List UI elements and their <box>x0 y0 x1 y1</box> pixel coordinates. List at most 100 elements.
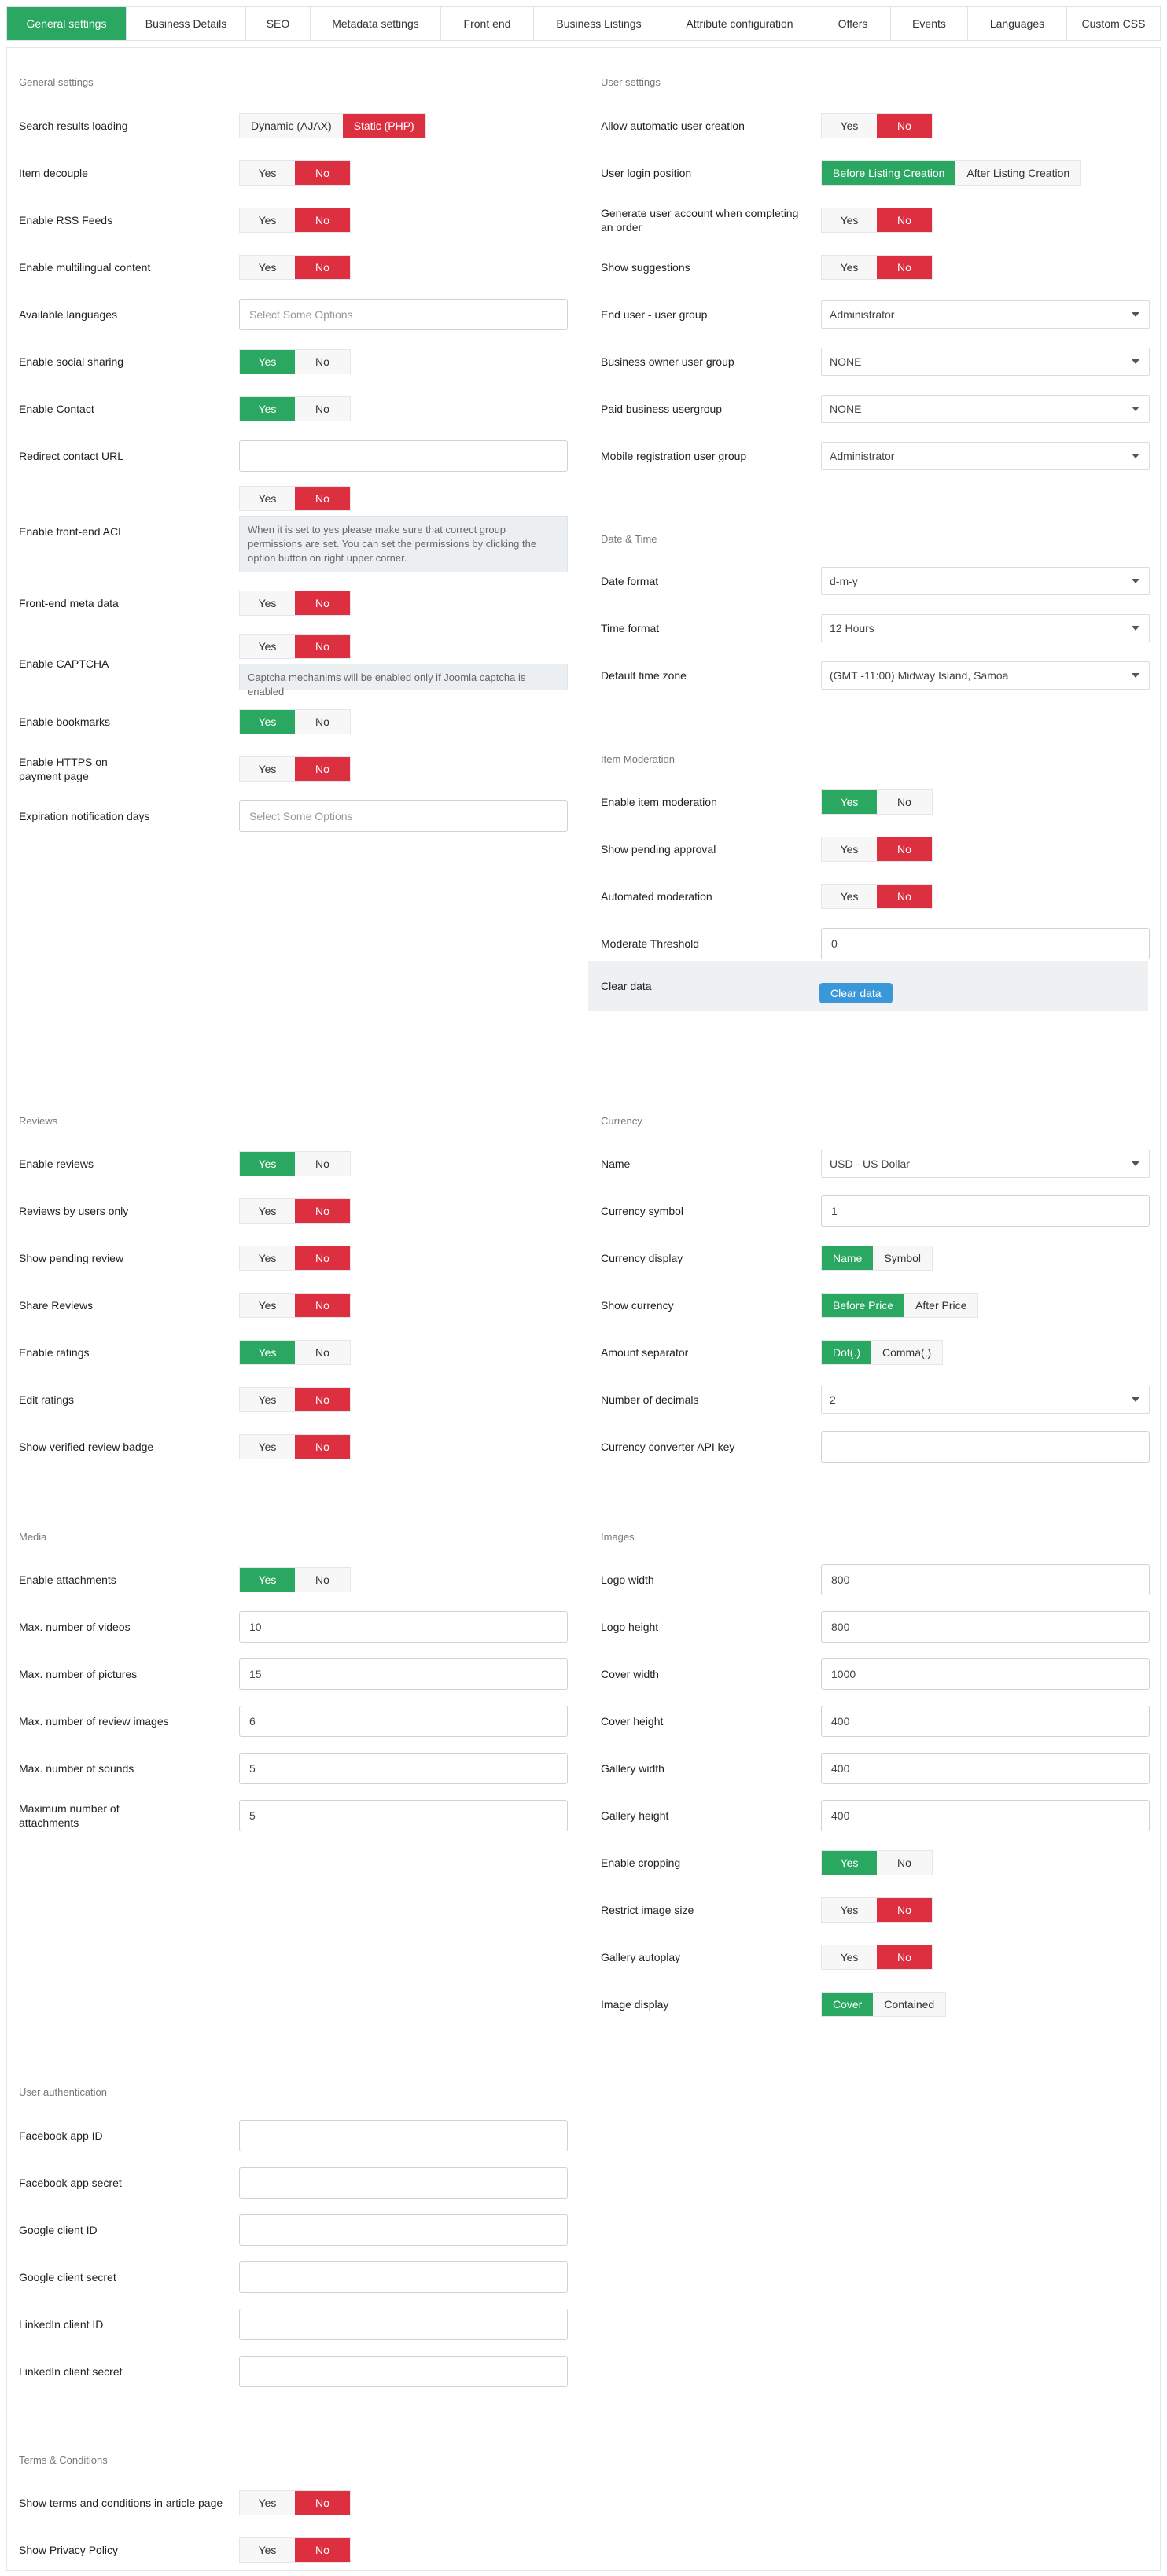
gallery-height-input[interactable]: 400 <box>821 1800 1150 1831</box>
timezone-select[interactable]: (GMT -11:00) Midway Island, Samoa <box>821 661 1150 690</box>
currency-symbol-input[interactable]: 1 <box>821 1195 1150 1227</box>
option-dynamic[interactable]: Dynamic (AJAX) <box>251 120 332 132</box>
tab-events[interactable]: Events <box>891 7 968 40</box>
option-yes[interactable]: Yes <box>258 640 277 653</box>
option-yes[interactable]: Yes <box>258 214 277 226</box>
option-yes[interactable]: Yes <box>822 1851 877 1875</box>
option-yes[interactable]: Yes <box>840 214 859 226</box>
tab-metadata-settings[interactable]: Metadata settings <box>311 7 441 40</box>
option-yes[interactable]: Yes <box>240 1152 295 1176</box>
option-no[interactable]: No <box>877 256 932 279</box>
option-yes[interactable]: Yes <box>258 492 277 505</box>
tab-seo[interactable]: SEO <box>246 7 311 40</box>
redirect-contact-input[interactable] <box>239 440 568 472</box>
option-yes[interactable]: Yes <box>258 1205 277 1217</box>
option-yes[interactable]: Yes <box>240 397 295 421</box>
clear-data-button[interactable]: Clear data <box>819 983 893 1003</box>
option-yes[interactable]: Yes <box>840 890 859 903</box>
option-yes[interactable]: Yes <box>840 120 859 132</box>
option-before-price[interactable]: Before Price <box>822 1294 905 1317</box>
option-no[interactable]: No <box>295 2538 350 2562</box>
option-yes[interactable]: Yes <box>240 710 295 734</box>
cover-height-input[interactable]: 400 <box>821 1706 1150 1737</box>
option-no[interactable]: No <box>295 256 350 279</box>
available-languages-select[interactable]: Select Some Options <box>239 299 568 330</box>
option-yes[interactable]: Yes <box>240 350 295 374</box>
owner-group-select[interactable]: NONE <box>821 348 1150 376</box>
option-no[interactable]: No <box>877 208 932 232</box>
max-pictures-input[interactable]: 15 <box>239 1658 568 1690</box>
number-decimals-select[interactable]: 2 <box>821 1386 1150 1414</box>
tab-front-end[interactable]: Front end <box>441 7 534 40</box>
option-yes[interactable]: Yes <box>258 167 277 179</box>
option-yes[interactable]: Yes <box>840 261 859 274</box>
option-yes[interactable]: Yes <box>258 2497 277 2509</box>
option-no[interactable]: No <box>315 1157 329 1170</box>
option-no[interactable]: No <box>877 885 932 908</box>
tab-languages[interactable]: Languages <box>968 7 1067 40</box>
option-yes[interactable]: Yes <box>258 261 277 274</box>
option-yes[interactable]: Yes <box>258 1252 277 1264</box>
option-no[interactable]: No <box>315 1346 329 1359</box>
option-yes[interactable]: Yes <box>840 1951 859 1963</box>
option-no[interactable]: No <box>295 208 350 232</box>
option-no[interactable]: No <box>295 591 350 615</box>
max-review-images-input[interactable]: 6 <box>239 1706 568 1737</box>
option-yes[interactable]: Yes <box>258 1441 277 1453</box>
cover-width-input[interactable]: 1000 <box>821 1658 1150 1690</box>
option-no[interactable]: No <box>295 1199 350 1223</box>
option-yes[interactable]: Yes <box>258 597 277 609</box>
option-yes[interactable]: Yes <box>258 763 277 775</box>
option-yes[interactable]: Yes <box>258 1299 277 1312</box>
tab-attribute-configuration[interactable]: Attribute configuration <box>664 7 815 40</box>
option-no[interactable]: No <box>897 1857 911 1869</box>
facebook-id-input[interactable] <box>239 2120 568 2151</box>
option-no[interactable]: No <box>295 1435 350 1459</box>
option-no[interactable]: No <box>295 487 350 510</box>
option-no[interactable]: No <box>295 757 350 781</box>
option-yes[interactable]: Yes <box>840 843 859 856</box>
option-contained[interactable]: Contained <box>884 1998 935 2011</box>
option-no[interactable]: No <box>295 1388 350 1411</box>
option-yes[interactable]: Yes <box>822 790 877 814</box>
option-after-price[interactable]: After Price <box>915 1299 967 1312</box>
expiration-days-select[interactable]: Select Some Options <box>239 800 568 832</box>
paid-group-select[interactable]: NONE <box>821 395 1150 423</box>
option-no[interactable]: No <box>295 1294 350 1317</box>
option-no[interactable]: No <box>897 796 911 808</box>
option-no[interactable]: No <box>877 114 932 138</box>
date-format-select[interactable]: d-m-y <box>821 567 1150 595</box>
currency-name-select[interactable]: USD - US Dollar <box>821 1150 1150 1178</box>
option-no[interactable]: No <box>315 716 329 728</box>
moderate-threshold-input[interactable]: 0 <box>821 928 1150 959</box>
option-no[interactable]: No <box>315 355 329 368</box>
gallery-width-input[interactable]: 400 <box>821 1753 1150 1784</box>
option-yes[interactable]: Yes <box>240 1341 295 1364</box>
google-secret-input[interactable] <box>239 2261 568 2293</box>
option-no[interactable]: No <box>877 1945 932 1969</box>
option-yes[interactable]: Yes <box>840 1904 859 1916</box>
option-before[interactable]: Before Listing Creation <box>822 161 956 185</box>
option-no[interactable]: No <box>295 161 350 185</box>
end-user-group-select[interactable]: Administrator <box>821 300 1150 329</box>
option-symbol[interactable]: Symbol <box>884 1252 922 1264</box>
option-yes[interactable]: Yes <box>258 1393 277 1406</box>
option-no[interactable]: No <box>315 1573 329 1586</box>
linkedin-secret-input[interactable] <box>239 2356 568 2387</box>
option-comma[interactable]: Comma(,) <box>882 1346 932 1359</box>
tab-business-details[interactable]: Business Details <box>127 7 246 40</box>
logo-width-input[interactable]: 800 <box>821 1564 1150 1595</box>
max-videos-input[interactable]: 10 <box>239 1611 568 1643</box>
option-no[interactable]: No <box>295 1246 350 1270</box>
option-no[interactable]: No <box>877 1898 932 1922</box>
option-name[interactable]: Name <box>822 1246 874 1270</box>
google-id-input[interactable] <box>239 2214 568 2246</box>
logo-height-input[interactable]: 800 <box>821 1611 1150 1643</box>
tab-offers[interactable]: Offers <box>815 7 891 40</box>
option-cover[interactable]: Cover <box>822 1993 874 2016</box>
option-no[interactable]: No <box>295 635 350 658</box>
option-after[interactable]: After Listing Creation <box>966 167 1070 179</box>
option-no[interactable]: No <box>877 837 932 861</box>
option-yes[interactable]: Yes <box>240 1568 295 1592</box>
option-no[interactable]: No <box>315 403 329 415</box>
